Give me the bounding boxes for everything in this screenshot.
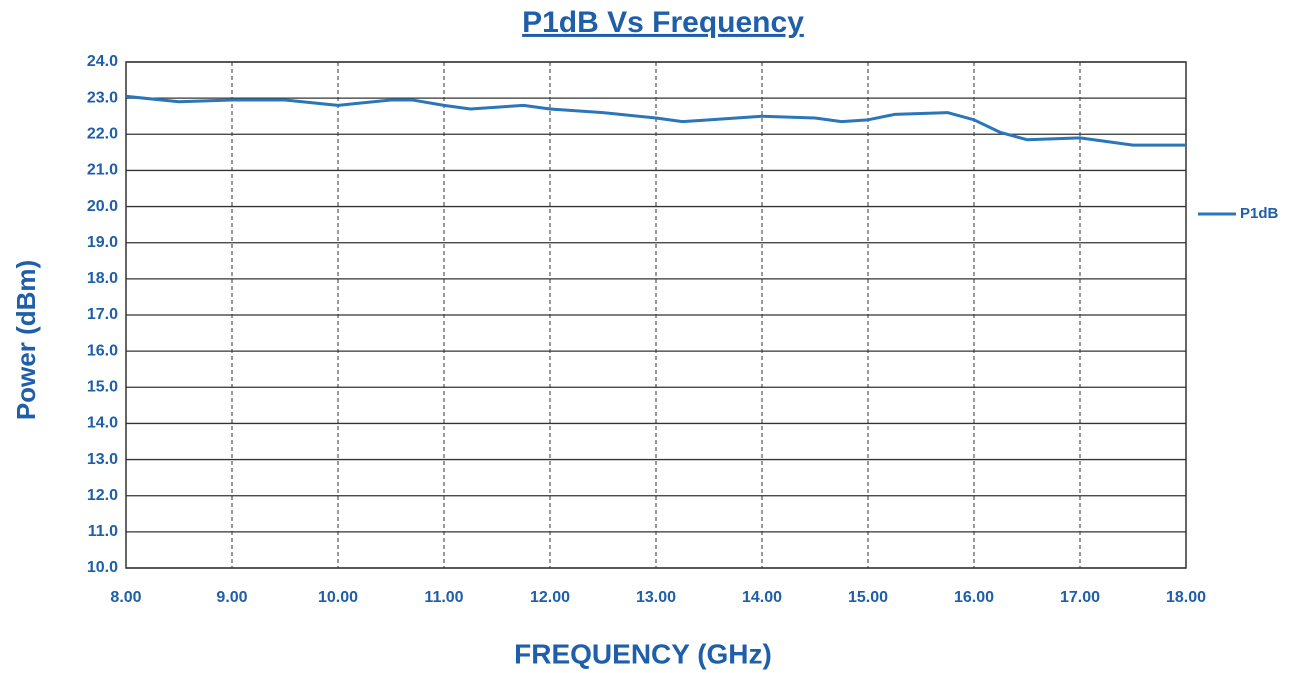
- data-line: [125, 94, 1186, 147]
- x-tick-label: 10.00: [318, 589, 358, 606]
- y-tick-label: 14.0: [87, 415, 118, 432]
- plot-frame: [125, 61, 1187, 569]
- y-tick-label: 12.0: [87, 487, 118, 504]
- y-tick-label: 23.0: [87, 89, 118, 106]
- y-axis-label: Power (dBm): [11, 260, 41, 420]
- x-tick-label: 9.00: [216, 589, 247, 606]
- x-tick-label: 17.00: [1060, 589, 1100, 606]
- y-tick-label: 16.0: [87, 342, 118, 359]
- y-tick-label: 10.0: [87, 559, 118, 576]
- y-tick-label: 24.0: [87, 53, 118, 70]
- chart-title: P1dB Vs Frequency: [522, 6, 804, 39]
- x-tick-label: 13.00: [636, 589, 676, 606]
- x-tick-label: 15.00: [848, 589, 888, 606]
- legend-label: P1dB: [1240, 205, 1279, 222]
- x-tick-label: 18.00: [1166, 589, 1206, 606]
- x-tick-label: 14.00: [742, 589, 782, 606]
- y-tick-label: 19.0: [87, 234, 118, 251]
- y-tick-label: 17.0: [87, 306, 118, 323]
- y-tick-label: 13.0: [87, 451, 118, 468]
- x-tick-label: 16.00: [954, 589, 994, 606]
- y-tick-label: 20.0: [87, 198, 118, 215]
- y-tick-label: 15.0: [87, 379, 118, 396]
- y-tick-label: 11.0: [88, 523, 118, 540]
- x-tick-label: 12.00: [530, 589, 570, 606]
- x-tick-label: 8.00: [110, 589, 141, 606]
- x-axis-label: FREQUENCY (GHz): [514, 638, 772, 669]
- x-tick-label: 11.00: [424, 589, 463, 606]
- y-tick-label: 21.0: [87, 162, 118, 179]
- y-tick-label: 18.0: [87, 270, 118, 287]
- y-tick-label: 22.0: [87, 126, 118, 143]
